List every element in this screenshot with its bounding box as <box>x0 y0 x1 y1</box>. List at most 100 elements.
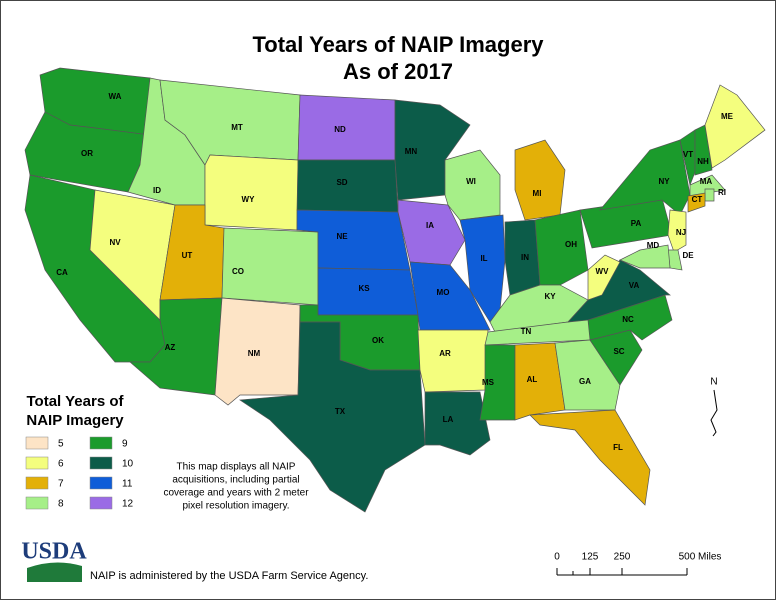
state-label: NV <box>109 238 121 247</box>
state <box>687 192 706 213</box>
state <box>534 209 589 286</box>
state-label: ID <box>153 186 161 195</box>
legend-label: 11 <box>122 479 133 490</box>
scale-label: 250 <box>614 552 631 563</box>
note: coverage and years with 2 meter <box>163 488 309 499</box>
state-label: CT <box>692 195 703 204</box>
state-label: RI <box>718 188 726 197</box>
state <box>667 209 687 253</box>
note: pixel resolution imagery. <box>182 501 289 512</box>
state-label: WY <box>242 195 256 204</box>
legend-swatch <box>89 496 113 510</box>
state-label: WA <box>109 92 122 101</box>
legend-swatch <box>89 436 113 450</box>
state-label: MN <box>405 147 418 156</box>
state <box>619 244 671 269</box>
state-label: CO <box>232 267 244 276</box>
state-label: NC <box>622 315 634 324</box>
state-label: IL <box>480 254 487 263</box>
state-label: MT <box>231 123 243 132</box>
state-label: FL <box>613 443 623 452</box>
state-label: OK <box>372 336 384 345</box>
state <box>704 188 715 202</box>
legend-title: Total Years of <box>27 393 125 410</box>
state-label: SD <box>336 178 347 187</box>
title: Total Years of NAIP Imagery <box>252 32 544 57</box>
state <box>587 254 621 301</box>
state <box>554 339 621 411</box>
state-label: VA <box>629 281 640 290</box>
north-arrow <box>710 389 718 437</box>
state <box>514 342 566 421</box>
state-label: IN <box>521 253 529 262</box>
state-label: NY <box>658 177 670 186</box>
state-label: GA <box>579 377 591 386</box>
legend-swatch <box>89 476 113 490</box>
logo-graphic <box>27 562 82 582</box>
legend-title: NAIP Imagery <box>26 412 124 429</box>
state <box>694 124 713 176</box>
logo: USDA <box>21 539 87 565</box>
legend-label: 12 <box>122 499 134 510</box>
state-label: KY <box>544 292 556 301</box>
note: This map displays all NAIP <box>177 462 296 473</box>
state-label: OR <box>81 149 93 158</box>
state-label: UT <box>182 251 193 260</box>
states <box>24 67 766 513</box>
state-label: ND <box>334 125 346 134</box>
state <box>689 174 726 197</box>
state-label: VT <box>683 150 693 159</box>
state <box>424 391 491 456</box>
state-label: MA <box>700 177 713 186</box>
scale-bar <box>556 568 688 576</box>
state <box>409 261 491 331</box>
state-label: AL <box>527 375 538 384</box>
state-label: WI <box>466 177 476 186</box>
state-label: WV <box>596 267 610 276</box>
state-label: DE <box>682 251 694 260</box>
state-label: NJ <box>676 228 686 237</box>
legend-swatch <box>25 496 49 510</box>
legend-swatch <box>25 456 49 470</box>
state-label: NM <box>248 349 261 358</box>
legend-label: 7 <box>58 479 64 490</box>
title: As of 2017 <box>343 59 453 84</box>
scale-label: 0 <box>554 552 560 563</box>
state-label: OH <box>565 240 577 249</box>
scale-label: 500 Miles <box>679 552 722 563</box>
state-label: ME <box>721 112 734 121</box>
state <box>704 84 766 169</box>
state-label: MI <box>533 189 542 198</box>
state-label: LA <box>443 415 454 424</box>
legend-label: 9 <box>122 439 128 450</box>
state <box>297 94 396 161</box>
state-label: CA <box>56 268 68 277</box>
footer-text: NAIP is administered by the USDA Farm Se… <box>90 570 368 582</box>
state-label: TN <box>521 327 532 336</box>
state-label: MS <box>482 378 495 387</box>
legend-label: 8 <box>58 499 64 510</box>
legend-label: 10 <box>122 459 134 470</box>
legend-label: 5 <box>58 439 64 450</box>
state-label: PA <box>631 219 642 228</box>
state-label: TX <box>335 407 346 416</box>
legend-label: 6 <box>58 459 64 470</box>
state-label: NH <box>697 157 709 166</box>
north-label: N <box>710 377 717 388</box>
state-label: KS <box>358 284 370 293</box>
state <box>238 321 426 513</box>
state-label: SC <box>613 347 624 356</box>
legend-swatch <box>25 436 49 450</box>
state <box>204 154 299 231</box>
state-label: NE <box>336 232 348 241</box>
legend-swatch <box>25 476 49 490</box>
state <box>417 329 489 393</box>
scale-label: 125 <box>582 552 599 563</box>
state-label: AR <box>439 349 451 358</box>
state-label: MO <box>437 288 450 297</box>
state-label: IA <box>426 221 434 230</box>
state-label: AZ <box>165 343 176 352</box>
state-label: MD <box>647 241 660 250</box>
state <box>529 409 651 506</box>
